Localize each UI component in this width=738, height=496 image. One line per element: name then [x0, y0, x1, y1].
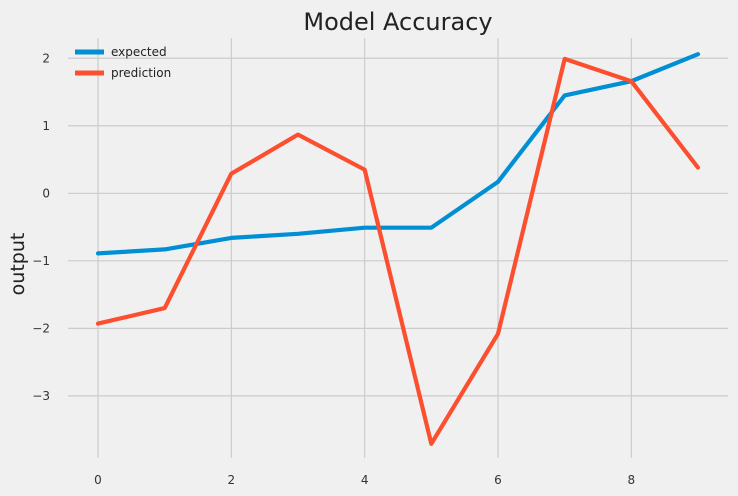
x-tick-label: 8: [628, 473, 636, 487]
legend-label-expected: expected: [111, 45, 167, 59]
x-tick-label: 6: [494, 473, 502, 487]
y-tick-label: 0: [42, 186, 50, 200]
y-tick-label: 1: [42, 119, 50, 133]
y-tick-label: −1: [32, 254, 50, 268]
x-tick-label: 2: [228, 473, 236, 487]
grid: [68, 38, 728, 458]
x-tick-label: 4: [361, 473, 369, 487]
chart-title: Model Accuracy: [303, 8, 492, 36]
y-tick-label: −3: [32, 389, 50, 403]
legend: expected prediction: [75, 45, 171, 80]
y-tick-label: 2: [42, 51, 50, 65]
series-lines: [95, 52, 701, 446]
x-tick-label: 0: [94, 473, 102, 487]
tick-labels: 0 2 4 6 8 −3 −2 −1 0 1 2: [32, 51, 635, 487]
legend-label-prediction: prediction: [111, 66, 171, 80]
y-axis-label: output: [7, 233, 29, 296]
series-line-prediction: [95, 56, 701, 446]
y-tick-label: −2: [32, 321, 50, 335]
